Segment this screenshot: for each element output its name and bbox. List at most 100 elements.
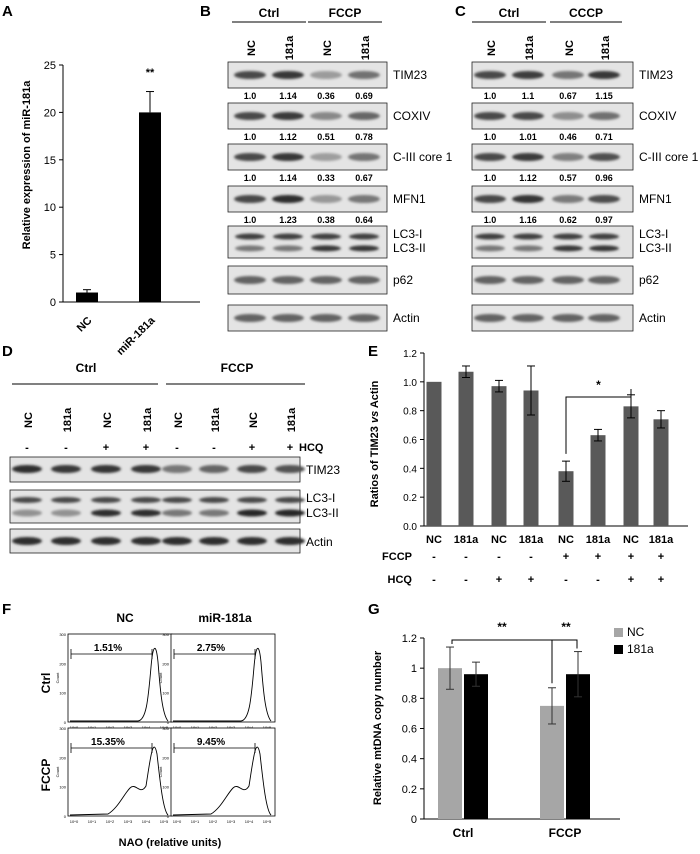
panel-a-sig: ** — [146, 67, 155, 79]
panel-d-blots: HCQ Ctrl FCCP NC - 181a - NC +181a + NC - 181a - NC +1… — [9, 361, 340, 554]
blot-band — [199, 537, 229, 545]
flow-ytick: 0 — [167, 814, 170, 819]
blot-band — [348, 195, 380, 203]
blot-label: TIM23 — [393, 68, 427, 82]
blot-band — [199, 465, 229, 473]
panel-g-sig-bracket — [551, 639, 578, 650]
blot-band — [234, 276, 266, 284]
flow-gate-percent: 1.51% — [94, 643, 122, 654]
panel-f-flow: NC miR-181a Ctrl FCCP NAO (relative unit… — [39, 611, 276, 849]
panel-g-bar — [438, 668, 462, 819]
blot-band — [310, 153, 342, 161]
panel-g-bar — [464, 674, 488, 819]
blot-band — [272, 276, 304, 284]
blot-quant-value: 1.23 — [279, 215, 297, 225]
blot-label: MFN1 — [393, 192, 426, 206]
panel-g-ylabel: Relative mtDNA copy number — [372, 650, 384, 805]
blot-quant-value: 0.38 — [317, 215, 335, 225]
panel-e-sig-label: * — [596, 378, 601, 392]
blot-quant-value: 1.0 — [244, 173, 257, 183]
blot-label: LC3-II — [306, 506, 339, 520]
blot-lane-label: NC — [486, 40, 498, 56]
blot-label: LC3-I — [306, 491, 335, 505]
blot-quant-value: 0.67 — [355, 173, 373, 183]
blot-label: Actin — [306, 535, 333, 549]
blot-band — [588, 314, 620, 322]
panel-letter-b: B — [200, 3, 211, 20]
blot-band — [235, 233, 265, 240]
panel-f-row-fccp: FCCP — [39, 759, 53, 792]
blot-band — [474, 71, 506, 79]
blot-label: MFN1 — [639, 192, 672, 206]
blot-band — [348, 71, 380, 79]
flow-ytick: 100 — [59, 691, 66, 696]
panel-g-chart: Relative mtDNA copy number 0 0.2 0.4 0.6 0.8 1… — [372, 620, 654, 840]
hcq-sign: - — [25, 442, 29, 454]
flow-ylabel: Count — [55, 672, 60, 684]
panel-e-treatment-sign: - — [464, 551, 468, 563]
flow-ylabel: Count — [55, 766, 60, 778]
hcq-sign: + — [103, 442, 109, 454]
blot-quant-value: 1.0 — [484, 173, 497, 183]
panel-g-legend-swatch — [614, 628, 623, 637]
blot-band — [552, 153, 584, 161]
blot-strip — [9, 489, 301, 524]
flow-xtick: 10^3 — [227, 725, 236, 730]
panel-e-sig-bracket — [565, 389, 632, 454]
blot-quant-value: 0.57 — [559, 173, 577, 183]
flow-xtick: 10^2 — [106, 725, 115, 730]
blot-band — [273, 233, 303, 240]
panel-e-treatment-sign: + — [628, 551, 634, 563]
hcq-sign: - — [212, 442, 216, 454]
panel-e-chart: Ratios of TIM23 vs Actin 0.0 0.2 0.4 0.6 0.8… — [369, 349, 688, 586]
panel-g-legend-label: 181a — [627, 642, 654, 656]
blot-quant-value: 1.0 — [244, 132, 257, 142]
panel-e-xtick-label: 181a — [454, 534, 479, 546]
hcq-sign: - — [175, 442, 179, 454]
blot-band — [310, 195, 342, 203]
blot-band — [131, 465, 161, 473]
panel-e-treatment-sign: - — [529, 551, 533, 563]
panel-e-bar — [623, 406, 639, 526]
blot-band — [272, 71, 304, 79]
blot-band — [237, 537, 267, 545]
panel-e-treatment-sign: + — [595, 551, 601, 563]
blot-group-label: Ctrl — [499, 6, 520, 20]
blot-label: p62 — [639, 273, 659, 287]
flow-ytick: 200 — [162, 755, 169, 760]
panel-letter-c: C — [455, 3, 466, 20]
blot-band — [91, 509, 121, 517]
panel-g-ytick-label: 0.8 — [402, 693, 417, 705]
panel-e-bar — [590, 435, 606, 526]
hcq-sign: + — [249, 442, 255, 454]
panel-e-ytick-label: 1.2 — [403, 349, 417, 360]
panel-g-ytick-label: 0.4 — [402, 754, 417, 766]
panel-e-xtick-label: NC — [623, 534, 639, 546]
blot-label: LC3-I — [639, 227, 668, 241]
panel-g-ytick-label: 0.2 — [402, 784, 417, 796]
panel-e-ylabel: Ratios of TIM23 vs Actin — [369, 380, 381, 507]
blot-quant-value: 0.78 — [355, 132, 373, 142]
blot-band — [552, 195, 584, 203]
blot-lane-label: NC — [246, 40, 258, 56]
blot-band — [349, 233, 379, 240]
panel-letter-f: F — [2, 601, 11, 618]
flow-xtick: 10^1 — [88, 819, 97, 824]
blot-lane-label: NC — [23, 412, 35, 428]
flow-xtick: 10^1 — [191, 725, 200, 730]
panel-a-bar — [76, 292, 98, 302]
blot-band — [475, 245, 505, 252]
blot-band — [275, 465, 305, 473]
flow-gate-percent: 2.75% — [197, 643, 225, 654]
blot-band — [512, 153, 544, 161]
flow-gate-percent: 9.45% — [197, 737, 225, 748]
blot-label: C-III core 1 — [639, 150, 699, 164]
blot-band — [513, 245, 543, 252]
panel-e-xtick-label: NC — [558, 534, 574, 546]
panel-e-ytick-label: 0.4 — [403, 464, 417, 475]
flow-xtick: 10^5 — [160, 725, 169, 730]
flow-histogram — [70, 647, 169, 722]
panel-e-treatment-sign: + — [658, 551, 664, 563]
blot-quant-value: 0.51 — [317, 132, 335, 142]
blot-group-label: Ctrl — [76, 361, 97, 375]
